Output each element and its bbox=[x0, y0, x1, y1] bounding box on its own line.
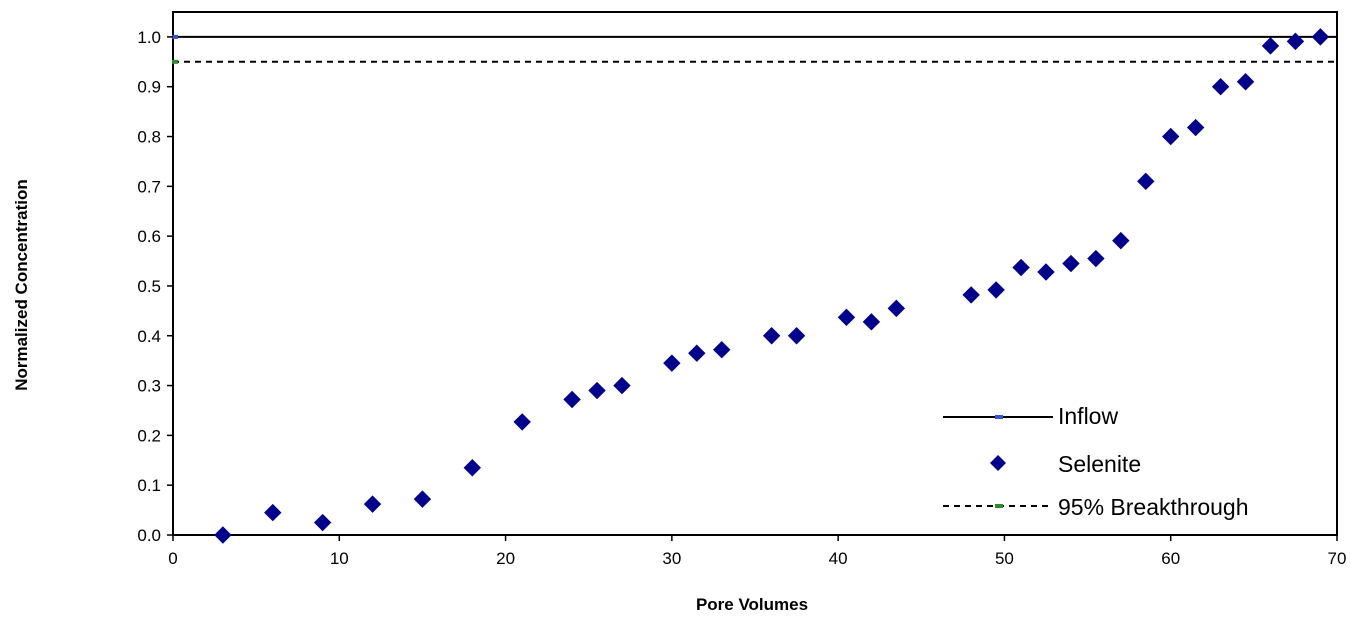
legend-swatch-95-breakthrough-marker bbox=[995, 504, 1003, 508]
selenite-point bbox=[513, 413, 531, 431]
x-tick-label: 0 bbox=[168, 549, 177, 568]
y-tick-label: 0.2 bbox=[137, 426, 161, 445]
selenite-point bbox=[413, 490, 432, 508]
selenite-point bbox=[1286, 32, 1305, 51]
selenite-point bbox=[887, 299, 906, 318]
y-tick-label: 0.8 bbox=[137, 128, 161, 147]
selenite-point bbox=[214, 526, 232, 544]
plot-frame bbox=[172, 11, 1338, 536]
y-tick-label: 0.5 bbox=[137, 277, 161, 296]
y-tick-label: 0.1 bbox=[137, 476, 161, 495]
x-axis-title: Pore Volumes bbox=[696, 595, 808, 614]
selenite-point bbox=[787, 327, 806, 345]
selenite-point bbox=[463, 459, 482, 477]
y-tick-label: 0.6 bbox=[137, 227, 161, 246]
y-tick-label: 0.4 bbox=[137, 327, 161, 346]
x-tick-label: 10 bbox=[330, 549, 349, 568]
selenite-point bbox=[1087, 249, 1105, 268]
x-tick-label: 30 bbox=[662, 549, 681, 568]
y-tick-label: 0.7 bbox=[137, 177, 161, 196]
selenite-point bbox=[1261, 37, 1280, 55]
y-tick-label: 0.9 bbox=[137, 78, 161, 97]
selenite-point bbox=[264, 503, 282, 522]
selenite-point bbox=[1037, 263, 1055, 281]
selenite-point bbox=[987, 281, 1005, 299]
selenite-point bbox=[1236, 73, 1255, 91]
selenite-point bbox=[962, 286, 980, 304]
selenite-point bbox=[1012, 258, 1030, 277]
selenite-point bbox=[1112, 231, 1130, 250]
series-95-breakthrough-marker bbox=[172, 59, 178, 64]
selenite-point bbox=[1137, 172, 1155, 191]
selenite-point bbox=[1186, 118, 1205, 137]
selenite-point bbox=[663, 354, 681, 372]
selenite-point bbox=[862, 313, 881, 331]
selenite-point bbox=[363, 495, 382, 513]
legend-swatch-inflow-marker bbox=[995, 415, 1003, 419]
legend-label-inflow: Inflow bbox=[1058, 403, 1118, 429]
selenite-point bbox=[1062, 254, 1080, 273]
selenite-point bbox=[563, 390, 581, 409]
y-tick-label: 0.0 bbox=[137, 526, 161, 545]
plot-layer bbox=[172, 11, 1338, 544]
selenite-point bbox=[837, 308, 856, 327]
y-tick-label: 0.3 bbox=[137, 377, 161, 396]
selenite-point bbox=[1162, 127, 1180, 146]
selenite-point bbox=[762, 327, 781, 345]
selenite-point bbox=[713, 341, 731, 359]
selenite-point bbox=[313, 513, 332, 532]
selenite-point bbox=[688, 344, 706, 362]
legend: Inflow Selenite 95% Breakthrough bbox=[943, 403, 1249, 520]
x-tick-label: 60 bbox=[1161, 549, 1180, 568]
legend-label-selenite: Selenite bbox=[1058, 451, 1141, 477]
x-tick-label: 70 bbox=[1328, 549, 1347, 568]
x-tick-label: 40 bbox=[829, 549, 848, 568]
x-tick-label: 50 bbox=[995, 549, 1014, 568]
x-tick-label: 20 bbox=[496, 549, 515, 568]
legend-label-95-breakthrough: 95% Breakthrough bbox=[1058, 494, 1249, 520]
legend-swatch-selenite bbox=[990, 455, 1006, 471]
y-axis-title: Normalized Concentration bbox=[12, 179, 31, 391]
y-tick-label: 1.0 bbox=[137, 28, 161, 47]
ticks-layer: 0 10 20 30 40 50 60 70 0.0 0.1 0.2 0.3 0.4 0.5 0.6 0.7 0… bbox=[137, 28, 1346, 568]
selenite-point bbox=[1311, 28, 1330, 46]
selenite-point bbox=[613, 376, 631, 395]
selenite-point bbox=[1211, 78, 1230, 96]
selenite-point bbox=[588, 381, 606, 400]
series-inflow-marker bbox=[172, 34, 178, 39]
